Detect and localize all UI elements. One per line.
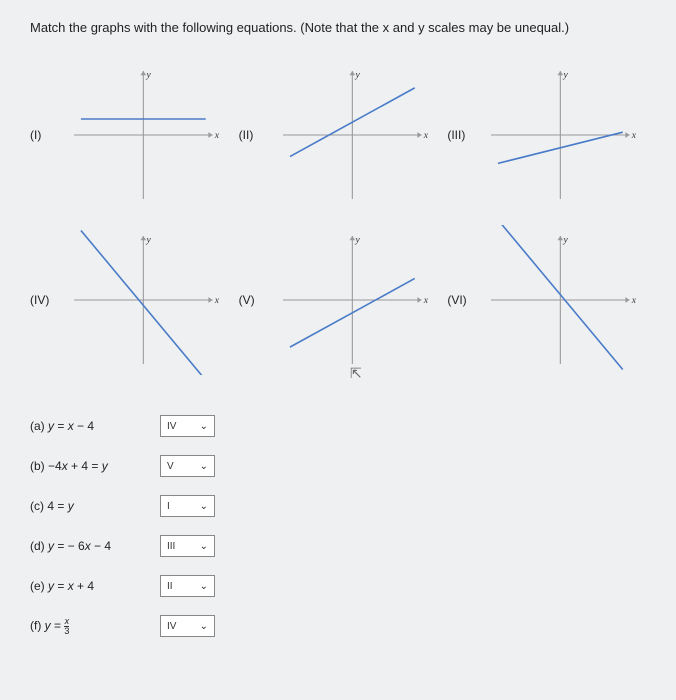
svg-text:x: x <box>422 295 428 306</box>
equation-text: (a) y = x − 4 <box>30 419 160 433</box>
select-value: IV <box>167 421 176 432</box>
graph-cell-1: (I) x y <box>30 60 229 210</box>
svg-text:y: y <box>146 234 152 245</box>
select-value: IV <box>167 621 176 632</box>
instruction-text: Match the graphs with the following equa… <box>30 20 646 35</box>
graph-plot: x y <box>475 60 646 210</box>
svg-text:y: y <box>354 69 360 80</box>
equation-text: (d) y = − 6x − 4 <box>30 539 160 553</box>
chevron-down-icon: ⌄ <box>200 581 208 592</box>
answer-row-e: (e) y = x + 4 II ⌄ <box>30 575 646 597</box>
svg-text:y: y <box>354 234 360 245</box>
answers-list: (a) y = x − 4IV⌄(b) −4x + 4 = yV⌄(c) 4 =… <box>30 415 646 637</box>
graph-plot: x y <box>267 60 438 210</box>
graph-plot: x y <box>58 60 229 210</box>
answer-select[interactable]: IV ⌄ <box>160 615 215 637</box>
equation-text: (b) −4x + 4 = y <box>30 459 160 473</box>
graph-cell-6: (VI) x y <box>447 225 646 375</box>
equation-text: (c) 4 = y <box>30 499 160 513</box>
answer-row-c: (c) 4 = yI⌄ <box>30 495 646 517</box>
graph-label: (IV) <box>30 293 58 307</box>
answer-select[interactable]: V⌄ <box>160 455 215 477</box>
svg-text:x: x <box>631 130 637 141</box>
svg-text:x: x <box>214 295 220 306</box>
graphs-grid: (I) x y (II) x y (III) x y (IV) <box>30 60 646 375</box>
graph-cell-3: (III) x y <box>447 60 646 210</box>
chevron-down-icon: ⌄ <box>200 541 208 552</box>
graph-cell-2: (II) x y <box>239 60 438 210</box>
answer-row-b: (b) −4x + 4 = yV⌄ <box>30 455 646 477</box>
graph-label: (I) <box>30 128 58 142</box>
select-value: III <box>167 541 175 552</box>
select-value: I <box>167 501 170 512</box>
answer-select[interactable]: III ⌄ <box>160 535 215 557</box>
chevron-down-icon: ⌄ <box>200 501 208 512</box>
svg-text:x: x <box>631 295 637 306</box>
graph-cell-4: (IV) x y <box>30 225 229 375</box>
graph-plot: x y <box>58 225 229 375</box>
equation-text: (f) y = x3 <box>30 617 160 636</box>
chevron-down-icon: ⌄ <box>200 461 208 472</box>
answer-row-a: (a) y = x − 4 IV ⌄ <box>30 415 646 437</box>
graph-label: (II) <box>239 128 267 142</box>
svg-text:y: y <box>563 234 569 245</box>
graph-label: (III) <box>447 128 475 142</box>
graph-label: (VI) <box>447 293 475 307</box>
answer-select[interactable]: II ⌄ <box>160 575 215 597</box>
graph-plot: x y <box>475 225 646 375</box>
svg-text:x: x <box>422 130 428 141</box>
graph-label: (V) <box>239 293 267 307</box>
answer-select[interactable]: I⌄ <box>160 495 215 517</box>
chevron-down-icon: ⌄ <box>200 621 208 632</box>
graph-plot: x y <box>267 225 438 375</box>
chevron-down-icon: ⌄ <box>200 421 208 432</box>
answer-select[interactable]: IV ⌄ <box>160 415 215 437</box>
svg-text:y: y <box>146 69 152 80</box>
select-value: II <box>167 581 173 592</box>
graph-cell-5: (V) x y <box>239 225 438 375</box>
select-value: V <box>167 461 174 472</box>
svg-text:y: y <box>563 69 569 80</box>
answer-row-d: (d) y = − 6x − 4 III ⌄ <box>30 535 646 557</box>
svg-text:x: x <box>214 130 220 141</box>
answer-row-f: (f) y = x3 IV ⌄ <box>30 615 646 637</box>
equation-text: (e) y = x + 4 <box>30 579 160 593</box>
